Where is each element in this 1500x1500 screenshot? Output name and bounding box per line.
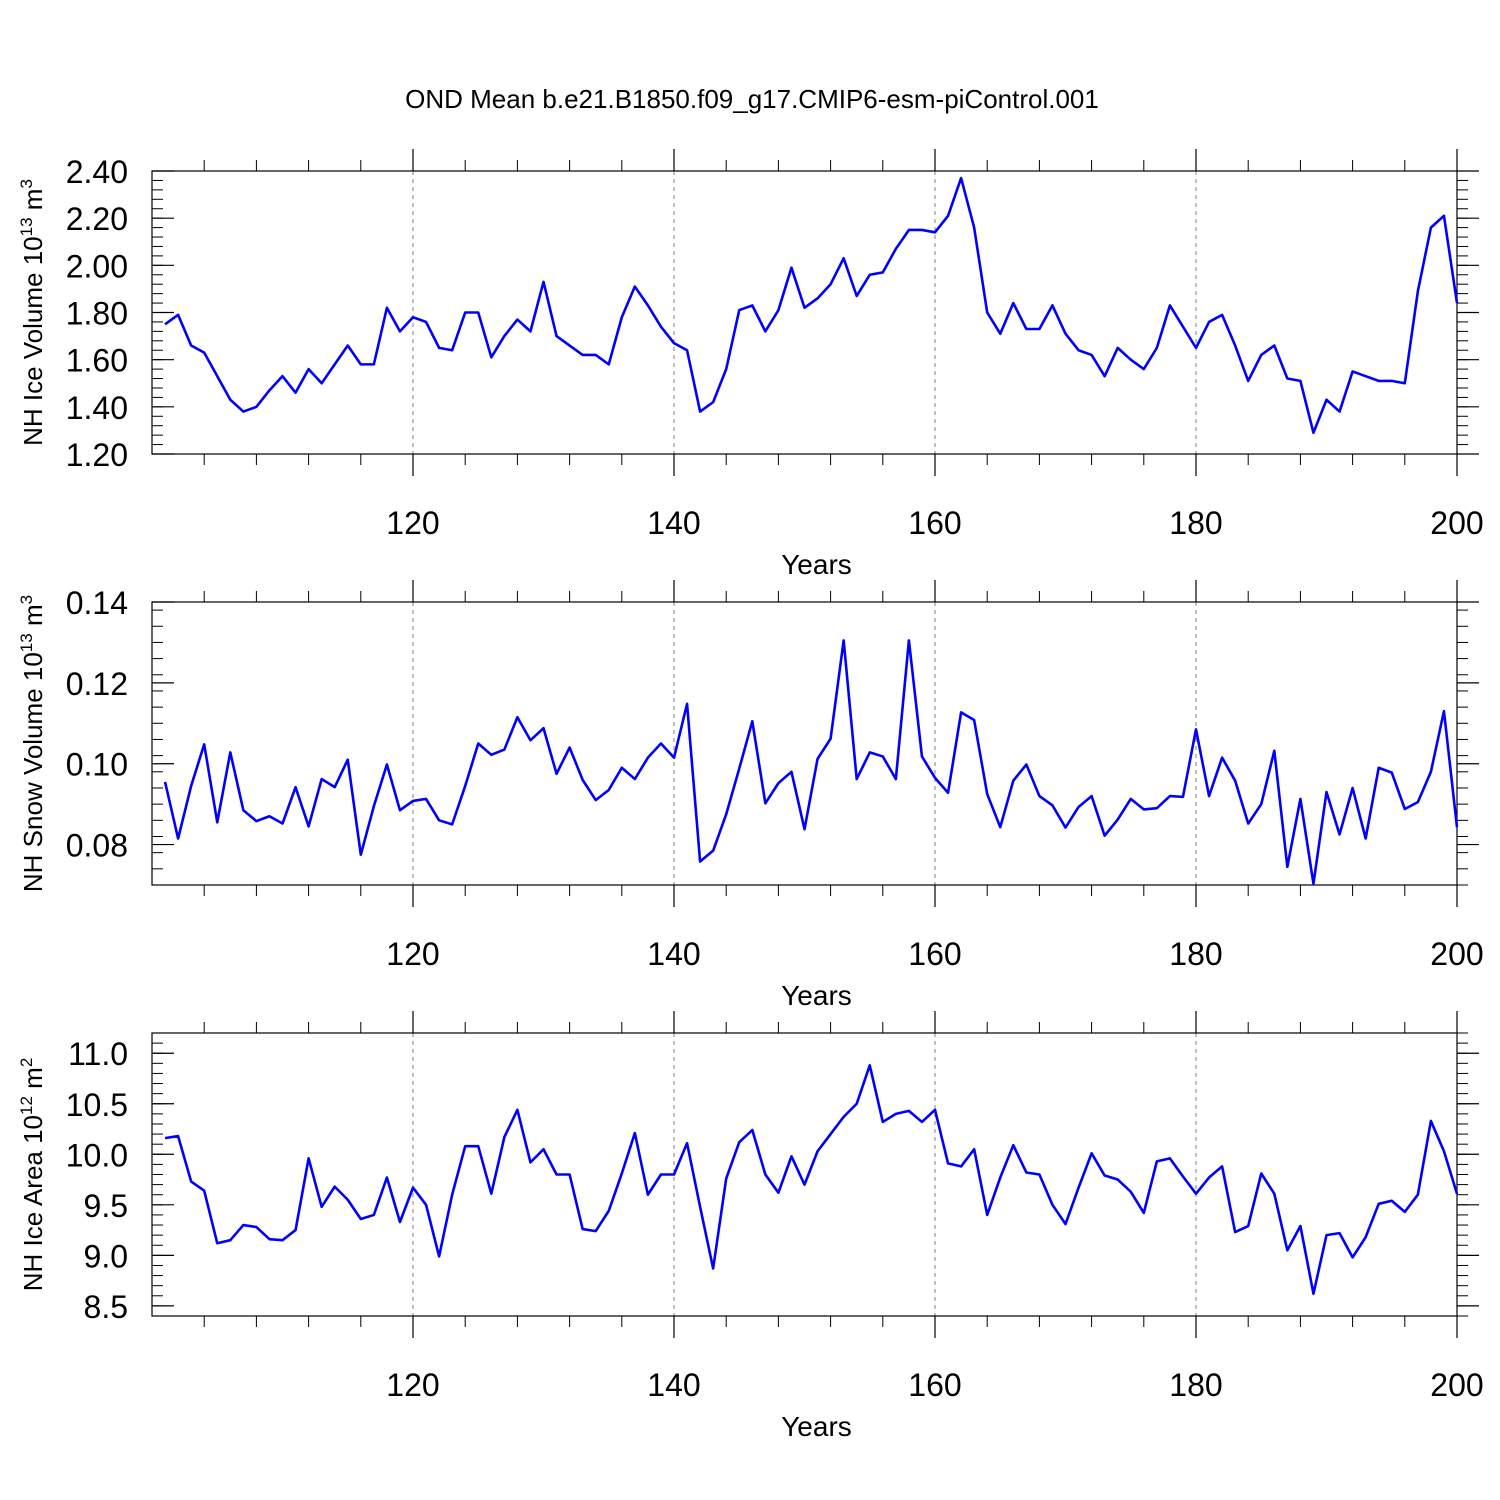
ice-volume-x-tick-label: 120 xyxy=(386,505,439,541)
ice-area-x-tick-label: 120 xyxy=(386,1367,439,1403)
ice-area-y-tick-label: 8.5 xyxy=(84,1289,128,1325)
ice-area-y-tick-label: 10.5 xyxy=(66,1087,128,1123)
ice-volume-y-tick-label: 2.40 xyxy=(66,154,128,190)
ice-volume-y-tick-label: 1.40 xyxy=(66,390,128,426)
ice-volume-x-tick-label: 200 xyxy=(1430,505,1483,541)
ice-volume-x-tick-label: 160 xyxy=(908,505,961,541)
snow-volume-x-axis-title: Years xyxy=(781,980,852,1011)
ice-area-series-line xyxy=(164,1064,1459,1296)
ice-volume-y-tick-label: 1.80 xyxy=(66,296,128,332)
ice-area-x-tick-label: 200 xyxy=(1430,1367,1483,1403)
ice-area-x-tick-label: 160 xyxy=(908,1367,961,1403)
ice-area-y-tick-label: 10.0 xyxy=(66,1137,128,1173)
ice-area-x-axis-title: Years xyxy=(781,1411,852,1442)
ice-volume-y-tick-label: 1.20 xyxy=(66,437,128,473)
ice-volume-y-tick-label: 2.00 xyxy=(66,248,128,284)
snow-volume-x-tick-label: 140 xyxy=(647,936,700,972)
panel-snow-volume: 120 140 160 180 200 Years 0.08 0.10 0.12 0.14 NH S… xyxy=(17,580,1484,1011)
snow-volume-y-tick-label: 0.14 xyxy=(66,585,128,621)
snow-volume-y-tick-label: 0.10 xyxy=(66,747,128,783)
ice-volume-series-line xyxy=(164,176,1459,435)
ice-area-x-tick-label: 180 xyxy=(1169,1367,1222,1403)
ice-area-y-tick-label: 9.0 xyxy=(84,1238,128,1274)
panel-ice-volume: 120 140 160 180 200 Years 1.20 1.40 1.60 1.80 2.00… xyxy=(17,149,1484,580)
ice-area-y-tick-label: 9.5 xyxy=(84,1188,128,1224)
panel-ice-area: 120 140 160 180 200 Years 8.5 9.0 9.5 10.0 10.5 11.… xyxy=(17,1011,1484,1442)
snow-volume-x-tick-label: 180 xyxy=(1169,936,1222,972)
ice-volume-y-axis-title: NH Ice Volume 1013 m3 xyxy=(17,179,48,446)
ice-volume-y-tick-label: 1.60 xyxy=(66,343,128,379)
ice-volume-x-tick-label: 140 xyxy=(647,505,700,541)
snow-volume-y-tick-label: 0.08 xyxy=(66,828,128,864)
ice-area-y-tick-label: 11.0 xyxy=(68,1036,128,1072)
snow-volume-plot-frame xyxy=(151,601,1458,886)
ice-area-y-axis-title: NH Ice Area 1012 m2 xyxy=(17,1058,48,1292)
figure-title: OND Mean b.e21.B1850.f09_g17.CMIP6-esm-p… xyxy=(405,84,1099,114)
snow-volume-x-tick-label: 200 xyxy=(1430,936,1483,972)
ice-volume-x-tick-label: 180 xyxy=(1169,505,1222,541)
ice-volume-y-tick-label: 2.20 xyxy=(66,201,128,237)
ice-volume-x-axis-title: Years xyxy=(781,549,852,580)
snow-volume-y-tick-label: 0.12 xyxy=(66,666,128,702)
ice-area-x-tick-label: 140 xyxy=(647,1367,700,1403)
snow-volume-y-axis-title: NH Snow Volume 1013 m3 xyxy=(17,595,48,892)
snow-volume-x-tick-label: 160 xyxy=(908,936,961,972)
snow-volume-x-tick-label: 120 xyxy=(386,936,439,972)
snow-volume-series-line xyxy=(163,639,1459,886)
